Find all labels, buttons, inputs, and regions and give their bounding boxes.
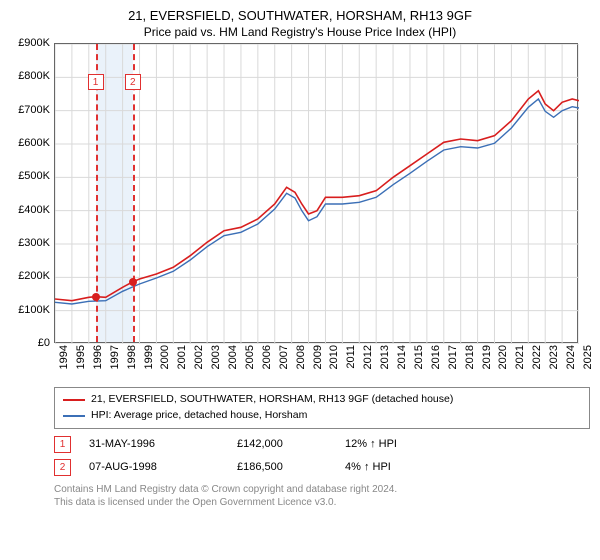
x-tick-label: 2010: [328, 345, 340, 369]
legend-swatch-series2: [63, 415, 85, 417]
x-tick-label: 1999: [143, 345, 155, 369]
event-badge: 1: [88, 74, 104, 90]
sale-row: 1 31-MAY-1996 £142,000 12% ↑ HPI: [54, 433, 590, 456]
plot-area: 12: [54, 43, 578, 343]
x-tick-label: 1994: [58, 345, 70, 369]
x-tick-label: 2011: [345, 345, 357, 369]
y-tick-label: £300K: [18, 237, 50, 249]
legend: 21, EVERSFIELD, SOUTHWATER, HORSHAM, RH1…: [54, 387, 590, 429]
legend-swatch-series1: [63, 399, 85, 401]
sale-pct: 4% ↑ HPI: [345, 461, 435, 473]
x-tick-label: 2012: [362, 345, 374, 369]
sale-date: 31-MAY-1996: [89, 438, 219, 450]
footer-attribution: Contains HM Land Registry data © Crown c…: [54, 479, 590, 510]
sale-badge: 1: [54, 436, 71, 453]
x-tick-label: 2020: [497, 345, 509, 369]
chart-container: 21, EVERSFIELD, SOUTHWATER, HORSHAM, RH1…: [0, 0, 600, 560]
sale-marker: [92, 293, 100, 301]
x-tick-label: 2025: [582, 345, 594, 369]
x-tick-label: 2009: [312, 345, 324, 369]
x-tick-label: 2024: [565, 345, 577, 369]
chart-subtitle: Price paid vs. HM Land Registry's House …: [10, 23, 590, 43]
y-tick-label: £500K: [18, 170, 50, 182]
y-tick-label: £800K: [18, 70, 50, 82]
x-tick-label: 2003: [210, 345, 222, 369]
y-tick-label: £700K: [18, 104, 50, 116]
x-tick-label: 1997: [109, 345, 121, 369]
x-tick-label: 2002: [193, 345, 205, 369]
sale-date: 07-AUG-1998: [89, 461, 219, 473]
legend-row: 21, EVERSFIELD, SOUTHWATER, HORSHAM, RH1…: [63, 392, 581, 408]
x-tick-label: 2008: [295, 345, 307, 369]
x-tick-label: 2017: [447, 345, 459, 369]
x-tick-label: 2000: [159, 345, 171, 369]
legend-label-series1: 21, EVERSFIELD, SOUTHWATER, HORSHAM, RH1…: [91, 392, 453, 408]
y-tick-label: £200K: [18, 270, 50, 282]
legend-row: HPI: Average price, detached house, Hors…: [63, 408, 581, 424]
y-tick-label: £100K: [18, 304, 50, 316]
x-tick-label: 1996: [92, 345, 104, 369]
x-tick-label: 2023: [548, 345, 560, 369]
x-tick-label: 1995: [75, 345, 87, 369]
sale-badge: 2: [54, 459, 71, 476]
x-tick-label: 2013: [379, 345, 391, 369]
chart-title: 21, EVERSFIELD, SOUTHWATER, HORSHAM, RH1…: [10, 8, 590, 23]
x-tick-label: 2015: [413, 345, 425, 369]
x-tick-label: 2007: [278, 345, 290, 369]
y-tick-label: £600K: [18, 137, 50, 149]
x-tick-label: 2001: [176, 345, 188, 369]
x-tick-label: 2018: [464, 345, 476, 369]
event-badge: 2: [125, 74, 141, 90]
x-tick-label: 2005: [244, 345, 256, 369]
x-tick-label: 2021: [514, 345, 526, 369]
sale-price: £186,500: [237, 461, 327, 473]
x-tick-label: 2022: [531, 345, 543, 369]
x-tick-label: 1998: [126, 345, 138, 369]
y-axis: £0£100K£200K£300K£400K£500K£600K£700K£80…: [10, 43, 54, 343]
y-tick-label: £400K: [18, 204, 50, 216]
y-tick-label: £900K: [18, 37, 50, 49]
sale-price: £142,000: [237, 438, 327, 450]
x-tick-label: 2006: [261, 345, 273, 369]
footer-line2: This data is licensed under the Open Gov…: [54, 496, 590, 510]
x-tick-label: 2004: [227, 345, 239, 369]
sale-row: 2 07-AUG-1998 £186,500 4% ↑ HPI: [54, 456, 590, 479]
sale-pct: 12% ↑ HPI: [345, 438, 435, 450]
x-axis: 1994 1995 1996 1997 1998 1999 2000 2001 2002 2003…: [54, 343, 578, 385]
sale-marker: [129, 278, 137, 286]
legend-label-series2: HPI: Average price, detached house, Hors…: [91, 408, 307, 424]
x-tick-label: 2014: [396, 345, 408, 369]
sales-list: 1 31-MAY-1996 £142,000 12% ↑ HPI 2 07-AUG-199…: [54, 433, 590, 479]
y-tick-label: £0: [38, 337, 50, 349]
footer-line1: Contains HM Land Registry data © Crown c…: [54, 483, 590, 497]
x-tick-label: 2019: [481, 345, 493, 369]
x-tick-label: 2016: [430, 345, 442, 369]
